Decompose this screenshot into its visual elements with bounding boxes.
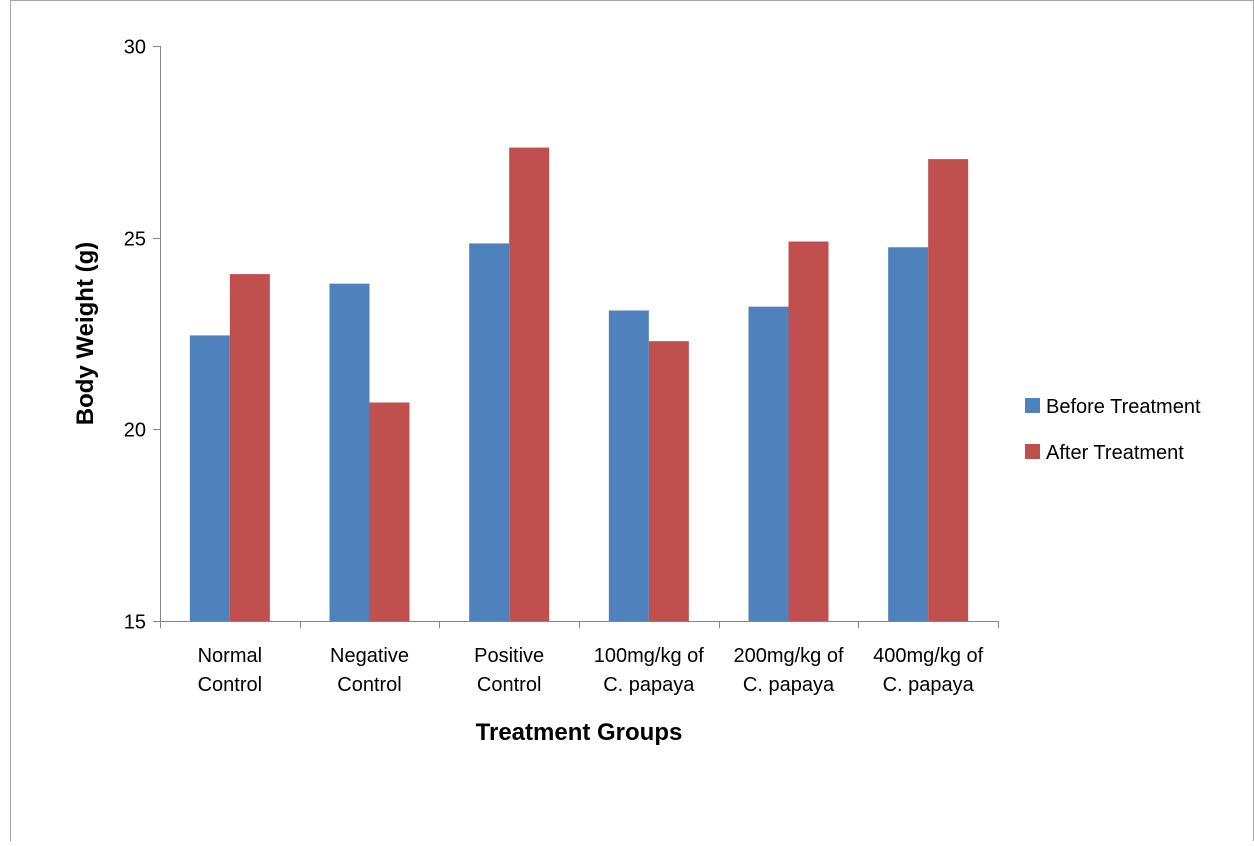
legend-label-1: After Treatment — [1046, 442, 1184, 464]
bar-before-0 — [189, 335, 230, 621]
legend-swatch-1 — [1025, 444, 1040, 459]
x-tick-label-line: C. papaya — [743, 674, 835, 696]
y-tick-label-1: 20 — [124, 420, 146, 442]
x-tick-label-line: C. papaya — [883, 674, 975, 696]
legend-label-0: Before Treatment — [1046, 396, 1201, 418]
legend: Before Treatment After Treatment — [1025, 396, 1201, 464]
bar-before-4 — [748, 306, 789, 621]
bar-after-3 — [648, 341, 689, 621]
legend-swatch-0 — [1025, 398, 1040, 413]
x-tick-label-line: Control — [198, 674, 262, 696]
bar-after-5 — [928, 159, 969, 622]
x-axis-title: Treatment Groups — [476, 719, 683, 746]
bar-after-2 — [509, 147, 550, 622]
x-tick-label-line: Control — [337, 674, 401, 696]
y-tick-label-2: 25 — [124, 229, 146, 251]
bar-before-1 — [329, 283, 370, 621]
bar-before-3 — [608, 310, 649, 621]
x-tick-label-3: 100mg/kg of C. papaya — [594, 645, 705, 696]
x-tick-label-5: 400mg/kg of C. papaya — [873, 645, 984, 696]
y-tick-label-3: 30 — [124, 37, 146, 59]
bar-after-0 — [229, 274, 270, 621]
x-tick-label-line: Positive — [474, 645, 544, 667]
x-tick-label-line: Control — [477, 674, 541, 696]
x-tick-label-1: Negative Control — [330, 645, 409, 696]
bar-before-2 — [469, 243, 510, 621]
x-tick-label-line: C. papaya — [603, 674, 695, 696]
axes-layer — [153, 46, 999, 628]
y-axis-title: Body Weight (g) — [72, 242, 99, 426]
bar-after-1 — [369, 402, 410, 621]
x-tick-label-2: Positive Control — [474, 645, 544, 696]
x-tick-label-line: Normal — [198, 645, 262, 667]
x-tick-label-line: 200mg/kg of — [733, 645, 844, 667]
bars-layer — [189, 147, 969, 622]
x-tick-label-4: 200mg/kg of C. papaya — [733, 645, 844, 696]
x-tick-label-line: 100mg/kg of — [594, 645, 705, 667]
x-tick-label-line: 400mg/kg of — [873, 645, 984, 667]
y-tick-label-0: 15 — [124, 612, 146, 634]
x-tick-label-line: Negative — [330, 645, 409, 667]
x-tick-label-0: Normal Control — [198, 645, 262, 696]
bar-before-5 — [888, 247, 929, 621]
bar-after-4 — [788, 241, 829, 621]
